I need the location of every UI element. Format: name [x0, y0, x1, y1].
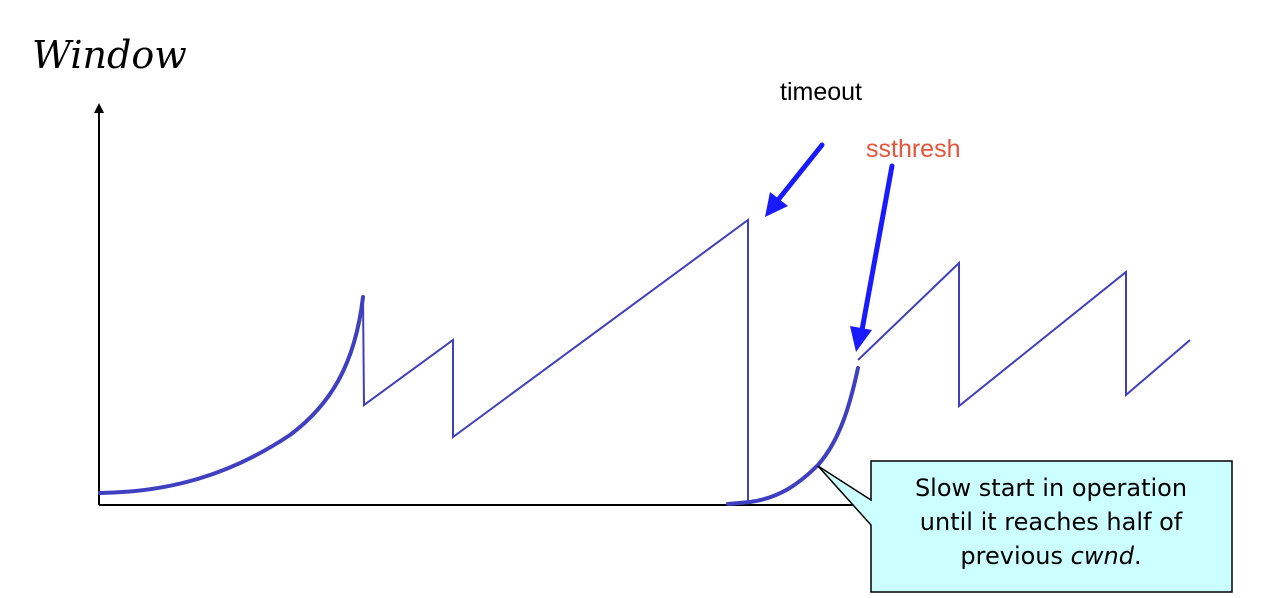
callout-line-3: previous cwnd. [960, 542, 1141, 570]
ssthresh-arrow [850, 163, 895, 352]
callout-line-3-prefix: previous [960, 542, 1070, 570]
sawtooth-phase-1 [362, 218, 749, 502]
timeout-label: timeout [780, 78, 862, 106]
callout-line-2: until it reaches half of [920, 508, 1183, 536]
ssthresh-label: ssthresh [866, 135, 960, 163]
callout-cwnd-term: cwnd [1071, 542, 1135, 570]
sawtooth-phase-2 [857, 260, 1191, 409]
callout-line-1: Slow start in operation [915, 474, 1187, 502]
slow-start-curve-initial [98, 295, 365, 495]
callout-box [817, 460, 1233, 593]
y-axis-title: Window [32, 33, 187, 77]
callout-line-3-suffix: . [1134, 542, 1142, 570]
slow-start-callout: Slow start in operation until it reaches… [817, 460, 1233, 593]
timeout-arrow [765, 142, 825, 217]
slow-start-curve-after-timeout [726, 366, 860, 506]
